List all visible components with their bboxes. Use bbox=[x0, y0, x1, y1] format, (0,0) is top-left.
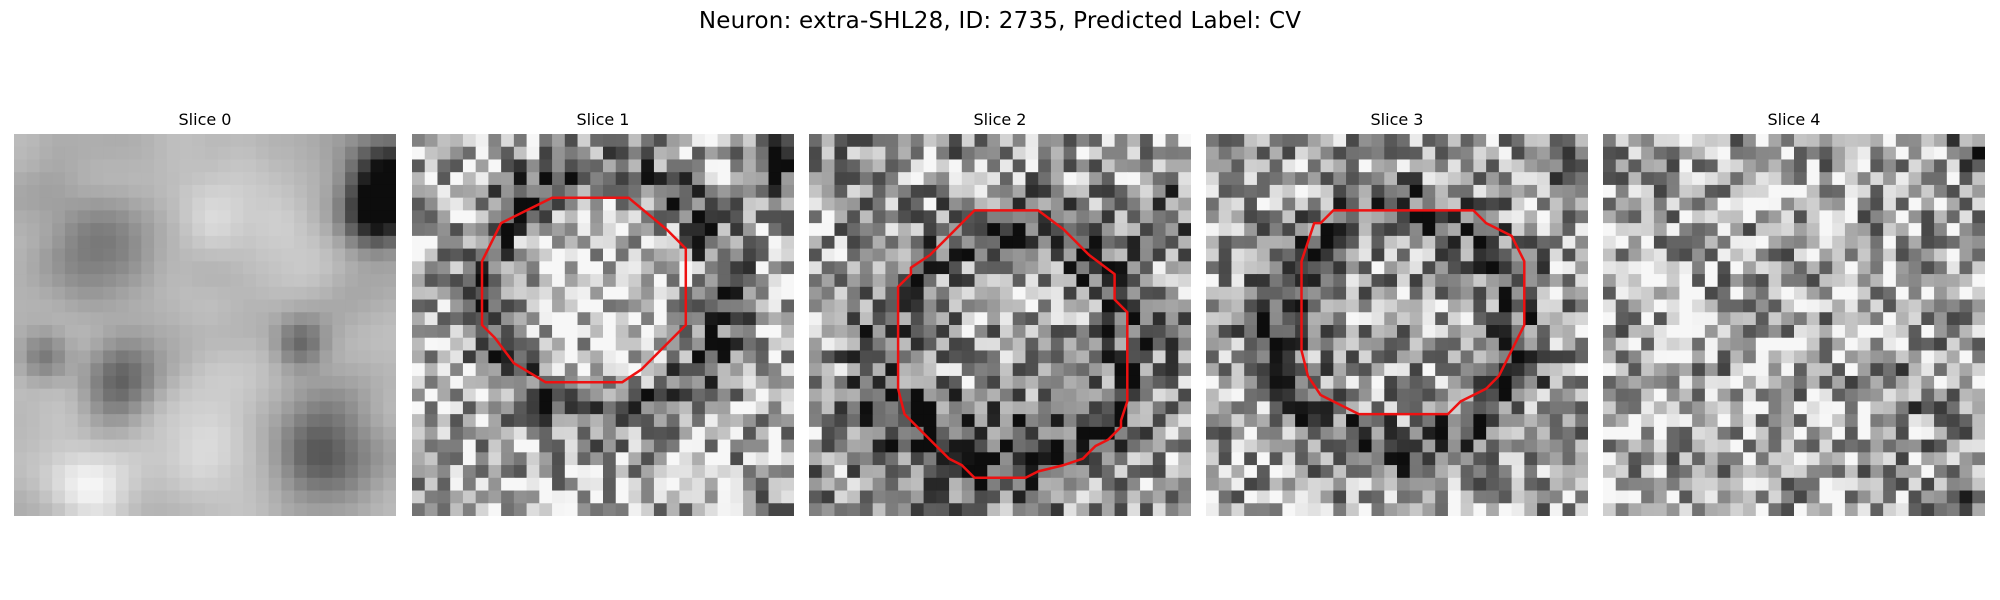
slice-title-1: Slice 1 bbox=[576, 110, 630, 129]
slice-image-0 bbox=[14, 134, 396, 516]
slice-panel-4: Slice 4 bbox=[1603, 110, 1985, 516]
segmentation-contour bbox=[896, 209, 1129, 480]
slice-image-4 bbox=[1603, 134, 1985, 516]
slice-panel-1: Slice 1 bbox=[412, 110, 794, 516]
segmentation-contour bbox=[480, 196, 688, 384]
slice-title-0: Slice 0 bbox=[178, 110, 232, 129]
segmentation-contour bbox=[1300, 209, 1526, 416]
slice-title-3: Slice 3 bbox=[1370, 110, 1424, 129]
figure-title: Neuron: extra-SHL28, ID: 2735, Predicted… bbox=[698, 8, 1302, 34]
slice-image-2 bbox=[809, 134, 1191, 516]
slice-panel-0: Slice 0 bbox=[14, 110, 396, 516]
slice-image-3 bbox=[1206, 134, 1588, 516]
slice-title-2: Slice 2 bbox=[973, 110, 1027, 129]
slice-image-1 bbox=[412, 134, 794, 516]
slice-panel-3: Slice 3 bbox=[1206, 110, 1588, 516]
slice-title-4: Slice 4 bbox=[1767, 110, 1821, 129]
slice-panel-2: Slice 2 bbox=[809, 110, 1191, 516]
